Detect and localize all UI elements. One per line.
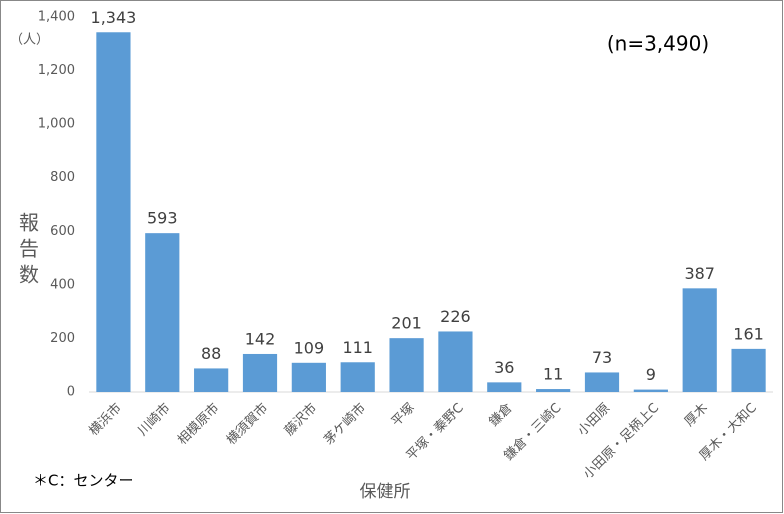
- value-label: 226: [440, 307, 471, 326]
- bar: [340, 362, 375, 392]
- bar: [633, 389, 668, 392]
- value-label: 201: [391, 314, 422, 333]
- value-label: 88: [201, 344, 221, 363]
- y-tick-label: 1,000: [38, 117, 75, 132]
- bar: [731, 348, 766, 392]
- y-tick-label: 1,200: [38, 63, 75, 78]
- bar: [438, 331, 473, 392]
- bar: [536, 389, 571, 392]
- value-label: 73: [592, 348, 612, 367]
- y-tick-label: 400: [50, 277, 75, 292]
- y-tick-label: 600: [50, 224, 75, 239]
- footnote: ＊C：センター: [33, 472, 133, 490]
- bar: [584, 372, 620, 392]
- bar: [96, 32, 131, 393]
- value-label: 142: [245, 329, 276, 348]
- bar: [682, 288, 717, 392]
- value-label: 161: [733, 324, 764, 343]
- y-axis-label: 報告数: [16, 212, 40, 290]
- annotation: (n=3,490): [607, 32, 709, 56]
- bar: [242, 353, 278, 392]
- value-label: 387: [684, 264, 715, 283]
- y-tick-label: 800: [50, 170, 75, 185]
- value-label: 111: [342, 338, 373, 357]
- value-label: 11: [543, 365, 563, 384]
- value-label: 593: [147, 209, 178, 228]
- y-tick-label: 1,400: [38, 10, 75, 25]
- y-tick-label: 0: [67, 385, 75, 400]
- bar: [487, 382, 522, 392]
- value-label: 109: [294, 338, 325, 357]
- bar: [389, 338, 424, 392]
- bar: [145, 233, 180, 392]
- bar: [291, 362, 326, 392]
- y-unit: （人）: [10, 33, 49, 48]
- x-axis-label: 保健所: [360, 482, 411, 502]
- value-label: 1,343: [91, 8, 137, 27]
- value-label: 36: [494, 358, 514, 377]
- bar: [194, 368, 229, 392]
- y-tick-label: 200: [50, 331, 75, 346]
- value-label: 9: [646, 365, 656, 384]
